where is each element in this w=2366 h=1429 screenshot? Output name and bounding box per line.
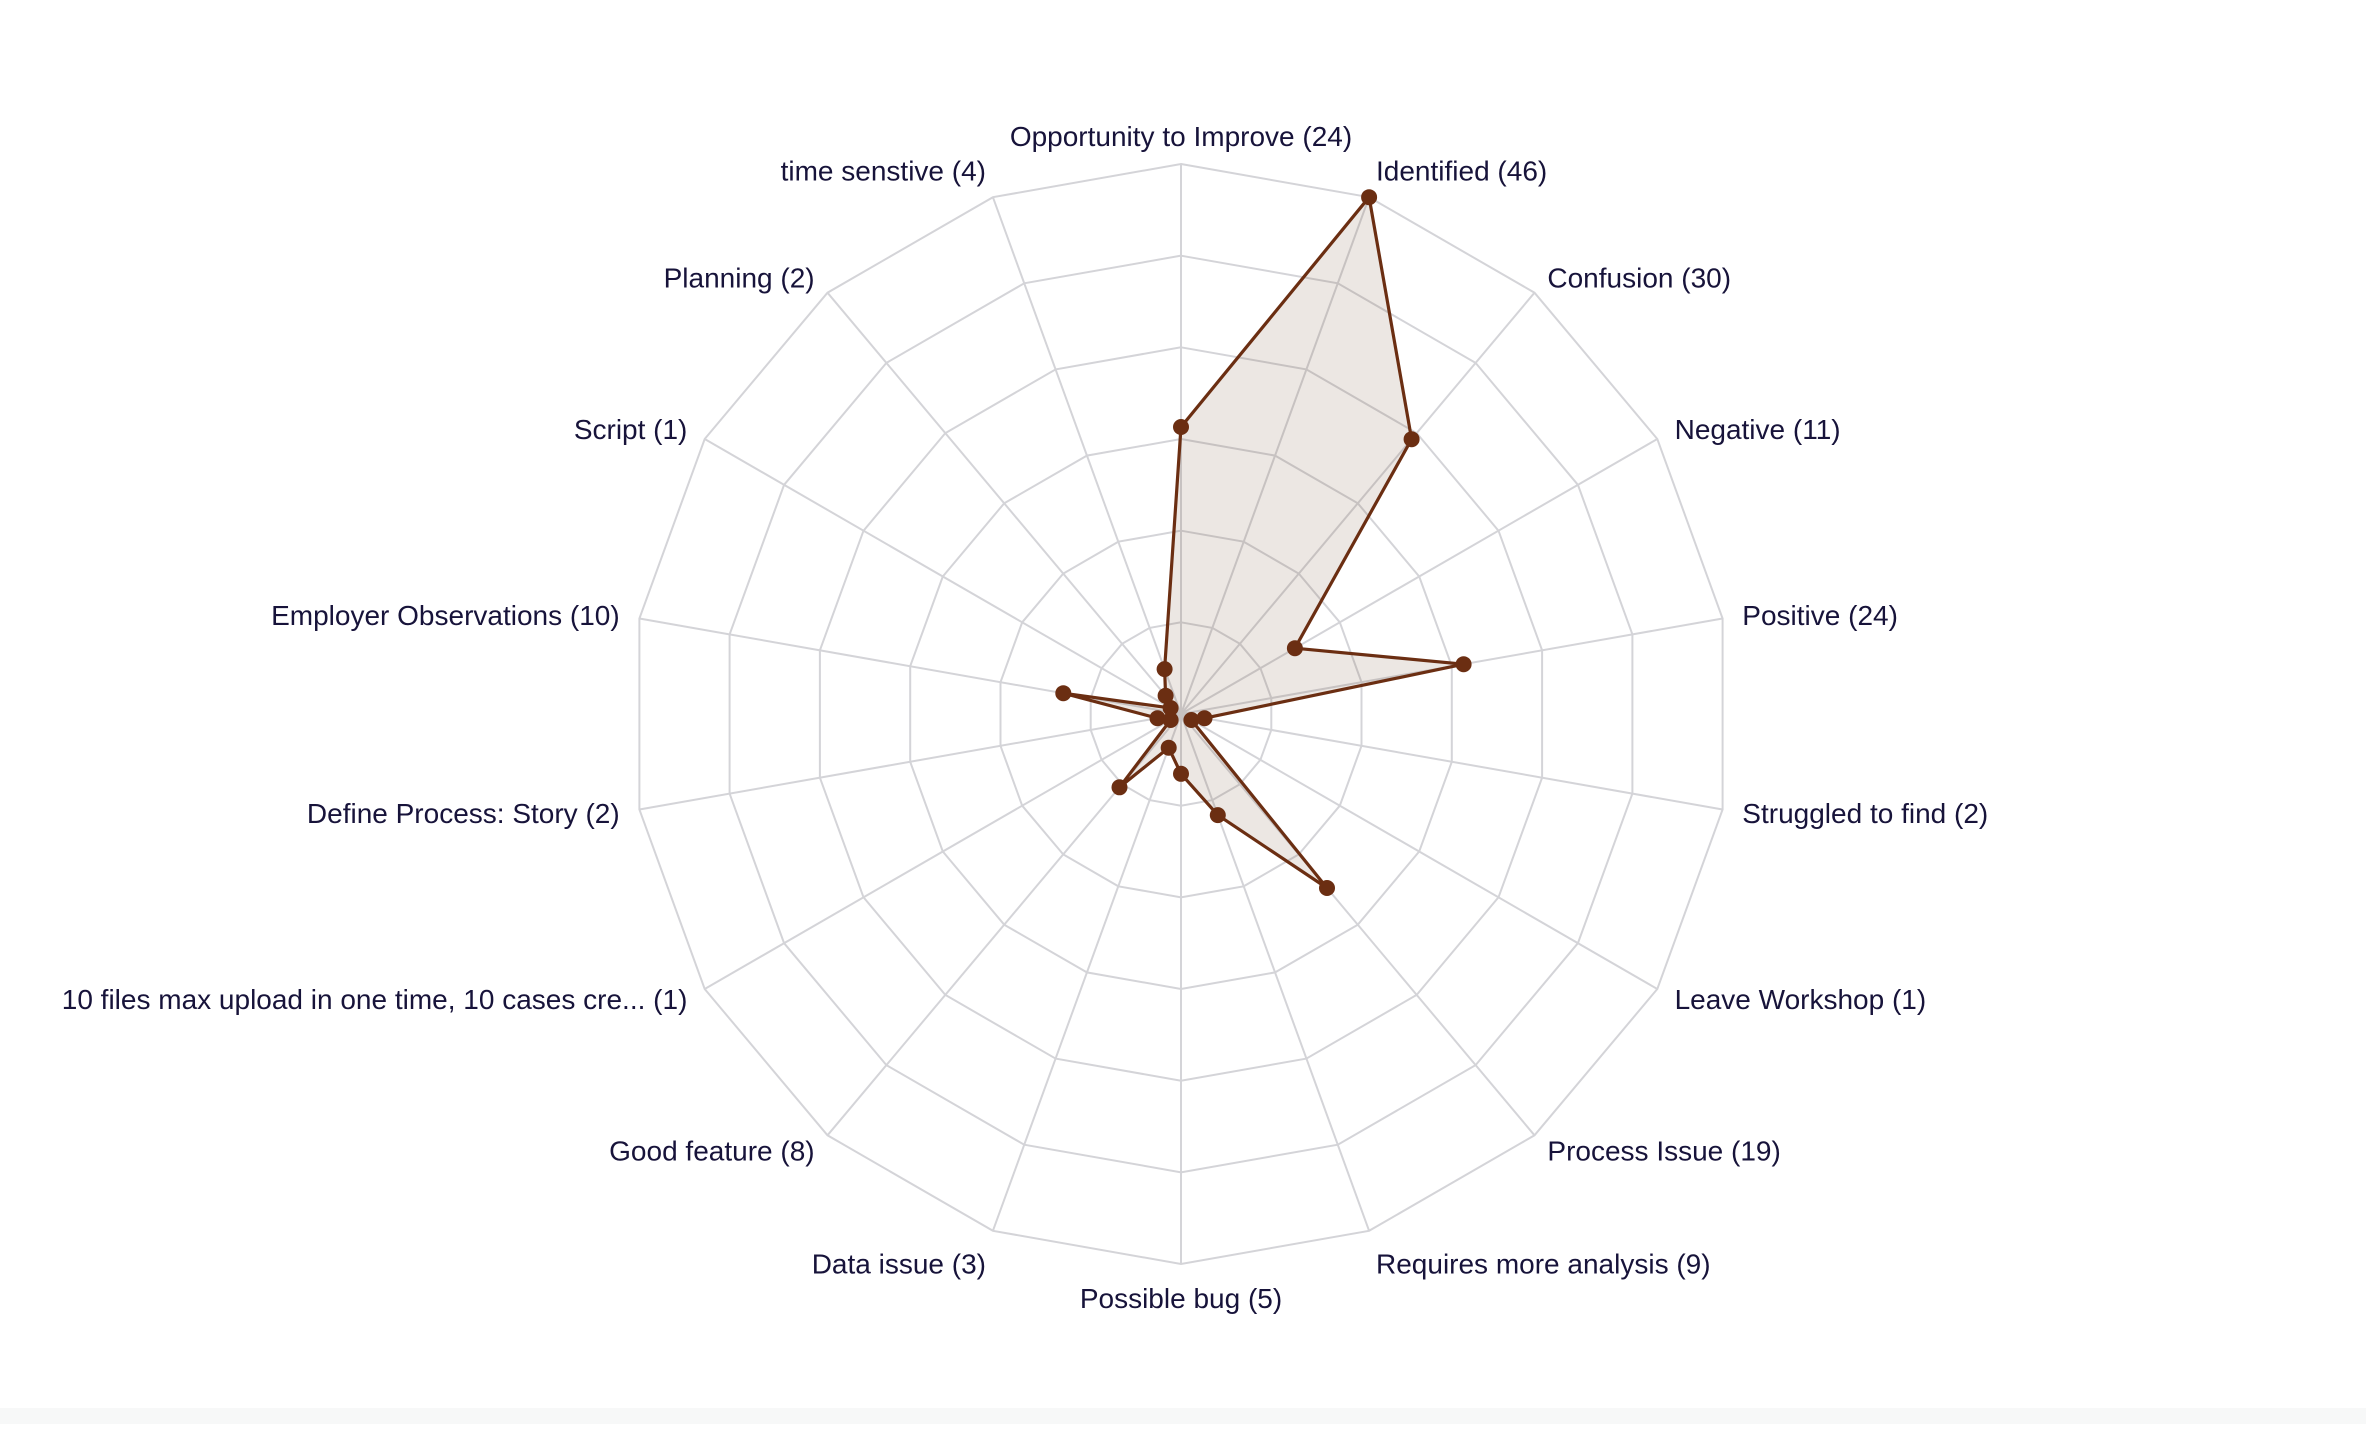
grid-spoke (991, 713, 1182, 1232)
data-point[interactable] (1286, 640, 1303, 657)
data-point[interactable] (1319, 880, 1335, 896)
axis-label: Opportunity to Improve (24) (1010, 121, 1352, 152)
data-point[interactable] (1162, 700, 1179, 716)
grid-spoke (1180, 292, 1536, 715)
grid-spoke (826, 292, 1182, 715)
grid-spoke (1180, 438, 1658, 715)
grid-spoke (639, 713, 1182, 811)
data-point[interactable] (1455, 656, 1472, 673)
axis-label: 10 files max upload in one time, 10 case… (62, 984, 688, 1015)
radar-axis-labels: Opportunity to Improve (24) Identified (4… (62, 121, 1988, 1314)
axis-label: Process Issue (19) (1547, 1136, 1780, 1167)
axis-label: Employer Observations (10) (271, 600, 620, 631)
axis-label: Struggled to find (2) (1742, 798, 1988, 829)
axis-label: Script (1) (574, 414, 688, 445)
radar-series (1055, 189, 1472, 896)
axis-label: Leave Workshop (1) (1675, 984, 1927, 1015)
data-point[interactable] (1361, 189, 1378, 206)
data-point[interactable] (1157, 687, 1174, 704)
data-point[interactable] (1160, 739, 1177, 756)
data-point[interactable] (1149, 710, 1166, 727)
axis-label: Identified (46) (1376, 155, 1547, 186)
grid-spoke (1180, 713, 1658, 990)
footer-strip (0, 1408, 2366, 1424)
grid-spoke (1180, 196, 1371, 715)
axis-label: Good feature (8) (609, 1136, 814, 1167)
axis-label: Positive (24) (1742, 600, 1898, 631)
data-point[interactable] (1162, 712, 1179, 728)
axis-label: Confusion (30) (1547, 262, 1731, 293)
grid-spoke (991, 196, 1182, 715)
axis-label: Planning (2) (664, 262, 815, 293)
data-point[interactable] (1055, 685, 1072, 702)
axis-label: Define Process: Story (2) (307, 798, 620, 829)
data-point[interactable] (1173, 419, 1189, 435)
axis-label: Negative (11) (1675, 414, 1841, 445)
data-point[interactable] (1111, 779, 1128, 796)
grid-spoke (704, 438, 1182, 715)
axis-label: Data issue (3) (812, 1249, 986, 1280)
data-point[interactable] (1209, 807, 1226, 824)
data-point[interactable] (1196, 710, 1213, 727)
grid-spoke (704, 713, 1182, 990)
grid-spoke (1180, 713, 1371, 1232)
axis-label: Possible bug (5) (1080, 1283, 1282, 1314)
data-point[interactable] (1403, 431, 1420, 448)
axis-label: time senstive (4) (781, 155, 986, 186)
axis-label: Requires more analysis (9) (1376, 1249, 1711, 1280)
data-point[interactable] (1183, 712, 1200, 728)
data-point[interactable] (1173, 765, 1189, 782)
grid-spoke (1180, 713, 1723, 811)
radar-grid (638, 162, 1724, 1266)
grid-spoke (1180, 713, 1536, 1136)
data-point[interactable] (1156, 661, 1173, 678)
